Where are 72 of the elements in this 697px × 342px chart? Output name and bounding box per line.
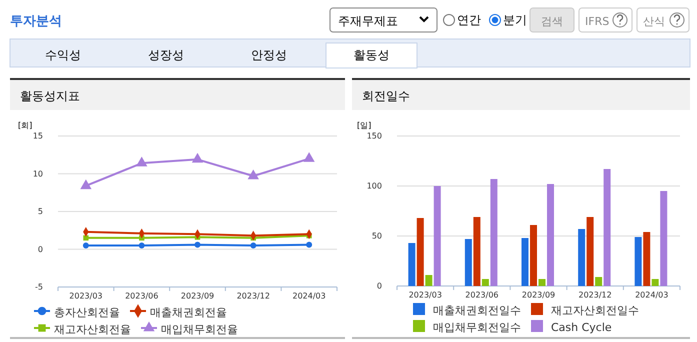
text: 성장성	[148, 48, 184, 62]
legend-label: 매출채권회전율	[150, 306, 227, 319]
bar	[490, 179, 498, 286]
chart-title: 활동성지표	[20, 89, 80, 103]
x-tick-label: 2024/03	[292, 292, 326, 301]
bar	[660, 191, 668, 286]
bar	[473, 217, 480, 286]
y-axis-title: [회]	[18, 121, 32, 130]
text: 안정성	[251, 48, 287, 62]
point	[194, 242, 200, 248]
bar	[522, 238, 528, 286]
y-tick-label: 50	[372, 232, 382, 241]
point	[192, 152, 204, 163]
x-tick-label: 2023/03	[69, 292, 103, 301]
y-tick-label: -5	[35, 282, 43, 292]
legend-label: 재고자산회전율	[54, 323, 131, 336]
point	[250, 242, 256, 248]
text: 연간	[457, 13, 481, 27]
x-tick-label: 2023/12	[236, 292, 270, 301]
text: IFRS	[585, 15, 610, 28]
point	[303, 152, 315, 162]
y-axis-title: [일]	[357, 121, 372, 130]
point	[306, 242, 312, 248]
legend-label: 매입채무회전율	[161, 323, 238, 336]
x-tick-label: 2023/09	[522, 290, 556, 300]
bar	[547, 184, 554, 286]
bar	[530, 225, 537, 286]
bar	[538, 279, 546, 286]
y-tick-label: 150	[366, 132, 382, 141]
y-tick-label: 100	[366, 182, 382, 191]
y-tick-label: 0	[38, 244, 43, 254]
text: 분기	[503, 13, 527, 27]
point	[138, 242, 145, 248]
text: 주재무제표	[338, 14, 398, 28]
bar	[652, 279, 659, 286]
bar	[595, 277, 602, 286]
bar	[464, 239, 472, 286]
bar	[643, 232, 650, 286]
bar	[416, 218, 424, 286]
bar	[425, 275, 432, 286]
bar	[482, 279, 489, 286]
bar	[434, 186, 441, 286]
y-tick-label: 0	[376, 282, 382, 291]
x-tick-label: 2024/03	[635, 290, 668, 300]
legend-label: 매출채권회전일수	[433, 304, 521, 317]
y-tick-label: 10	[32, 169, 43, 178]
bar	[604, 169, 611, 286]
bar	[408, 243, 416, 286]
x-tick-label: 2023/12	[578, 290, 612, 300]
bar	[634, 237, 642, 286]
chart-title: 회전일수	[362, 89, 410, 103]
bar	[578, 229, 586, 286]
y-tick-label: 15	[32, 132, 43, 141]
point	[80, 179, 92, 190]
bar	[586, 217, 594, 286]
text: 수익성	[45, 48, 81, 62]
x-tick-label: 2023/03	[408, 290, 442, 300]
text: 산식	[643, 15, 665, 28]
legend-label: Cash Cycle	[551, 321, 612, 334]
legend-label: 매입채무회전일수	[433, 321, 521, 334]
point	[248, 170, 259, 180]
y-tick-label: 5	[38, 207, 43, 216]
x-tick-label: 2023/06	[465, 290, 499, 300]
point	[82, 242, 89, 248]
x-tick-label: 2023/06	[125, 292, 158, 301]
text: 검색	[541, 15, 563, 28]
legend-label: 총자산회전율	[54, 306, 120, 319]
x-tick-label: 2023/09	[180, 292, 214, 301]
point	[136, 156, 148, 166]
text: 활동성	[354, 48, 390, 62]
text: 투자분석	[10, 14, 62, 29]
legend-label: 재고자산회전일수	[551, 304, 639, 317]
